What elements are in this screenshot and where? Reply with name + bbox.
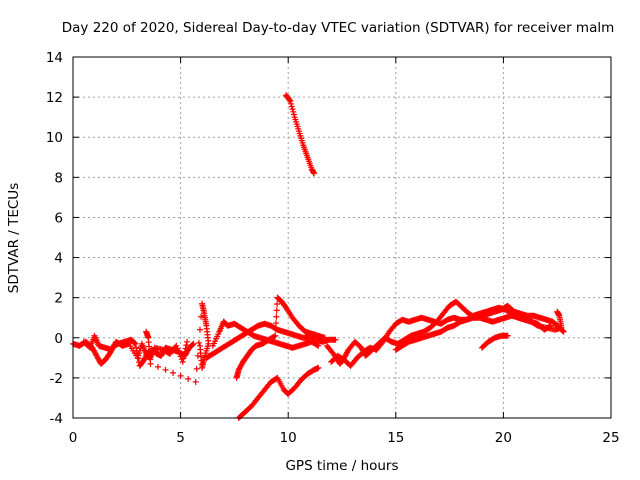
data-point [181,352,188,359]
data-points [70,92,567,421]
data-point [314,342,321,349]
data-point [559,328,566,335]
data-point [162,366,169,373]
data-point [195,339,202,346]
y-tick-label: 10 [46,130,63,146]
data-point [173,342,180,349]
x-tick-label: 15 [387,430,404,446]
x-tick-label: 25 [602,430,619,446]
y-tick-label: 6 [54,210,63,226]
data-point [183,342,190,349]
data-point [287,98,294,105]
data-point [332,336,339,343]
data-point [315,342,322,349]
data-point [321,334,328,341]
x-tick-label: 10 [280,430,297,446]
y-tick-label: 2 [54,291,63,307]
data-point [176,350,183,357]
data-point [147,360,154,367]
data-point [272,332,279,339]
data-point [378,340,385,347]
data-point [177,372,184,379]
y-tick-label: -4 [50,411,63,427]
data-point [192,378,199,385]
data-point [290,111,297,118]
data-point [180,355,187,362]
data-point [133,344,140,351]
data-point [170,369,177,376]
data-point [311,170,318,177]
data-point [194,352,201,359]
axis-ticks: 0 5 10 15 20 25 -4 -2 0 2 4 6 8 10 12 14 [46,50,620,446]
y-tick-label: 14 [46,50,63,66]
x-axis-label: GPS time / hours [285,458,398,474]
data-point [190,340,197,347]
data-point [273,307,280,314]
data-point [273,313,280,320]
data-point [189,341,196,348]
data-point [288,103,295,110]
data-point [196,342,203,349]
data-point [185,375,192,382]
data-point [131,340,138,347]
data-point [193,365,200,372]
data-point [155,363,162,370]
y-tick-label: 12 [46,90,63,106]
data-point [196,326,203,333]
x-tick-label: 20 [495,430,512,446]
series-track-j-evening [392,304,565,353]
data-point [174,345,181,352]
data-point [181,348,188,355]
data-point [560,328,567,335]
series-track-e-midday [233,294,328,381]
chart-title: Day 220 of 2020, Sidereal Day-to-day VTE… [62,20,615,36]
series-spikes [143,300,212,385]
series-track-k-late [478,332,511,351]
data-point [329,349,336,356]
data-point [175,348,182,355]
data-point [132,340,139,347]
y-tick-label: 8 [54,170,63,186]
series-track-b-morning [80,332,191,365]
y-tick-label: -2 [50,371,63,387]
series-track-i-afternoon [328,312,554,369]
data-point [504,332,511,339]
y-tick-label: 0 [54,331,63,347]
data-point [273,320,280,327]
plot-frame [72,56,612,419]
y-axis-label: SDTVAR / TECUs [6,183,22,293]
data-point [198,313,205,320]
data-point [554,308,561,315]
data-point [272,326,279,333]
data-point [182,345,189,352]
series-track-f-high [283,92,318,177]
data-point [271,333,278,340]
y-tick-label: 4 [54,251,63,267]
data-point [274,301,281,308]
series-track-g-low [235,364,322,421]
data-point [290,108,297,115]
data-point [315,364,322,371]
data-point [184,338,191,345]
data-point [286,97,293,104]
data-point [288,100,295,107]
x-tick-label: 0 [69,430,78,446]
data-point [289,106,296,113]
data-point [179,358,186,365]
x-tick-label: 5 [176,430,185,446]
